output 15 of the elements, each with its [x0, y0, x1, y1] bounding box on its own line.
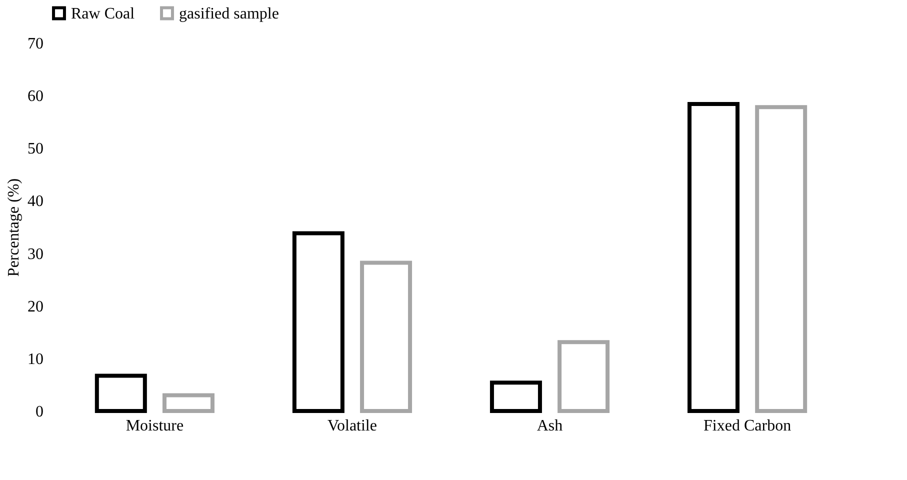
y-tick-label: 0 [36, 404, 44, 420]
y-tick-label: 40 [28, 193, 44, 210]
x-tick-label: Fixed Carbon [704, 418, 792, 434]
y-tick-label: 10 [28, 350, 44, 368]
y-tick-label: 20 [28, 298, 44, 316]
y-tick-label: 60 [28, 88, 44, 106]
x-tick-label: Moisture [126, 418, 184, 434]
y-tick-label: 30 [28, 246, 44, 263]
legend-label: gasified sample [179, 5, 279, 22]
legend-label: Raw Coal [71, 5, 136, 22]
x-tick-label: Volatile [327, 418, 377, 434]
y-tick-label: 70 [28, 36, 44, 52]
x-tick-label: Ash [536, 418, 563, 434]
y-axis-title: Percentage (%) [6, 178, 22, 277]
y-tick-label: 50 [28, 140, 44, 158]
